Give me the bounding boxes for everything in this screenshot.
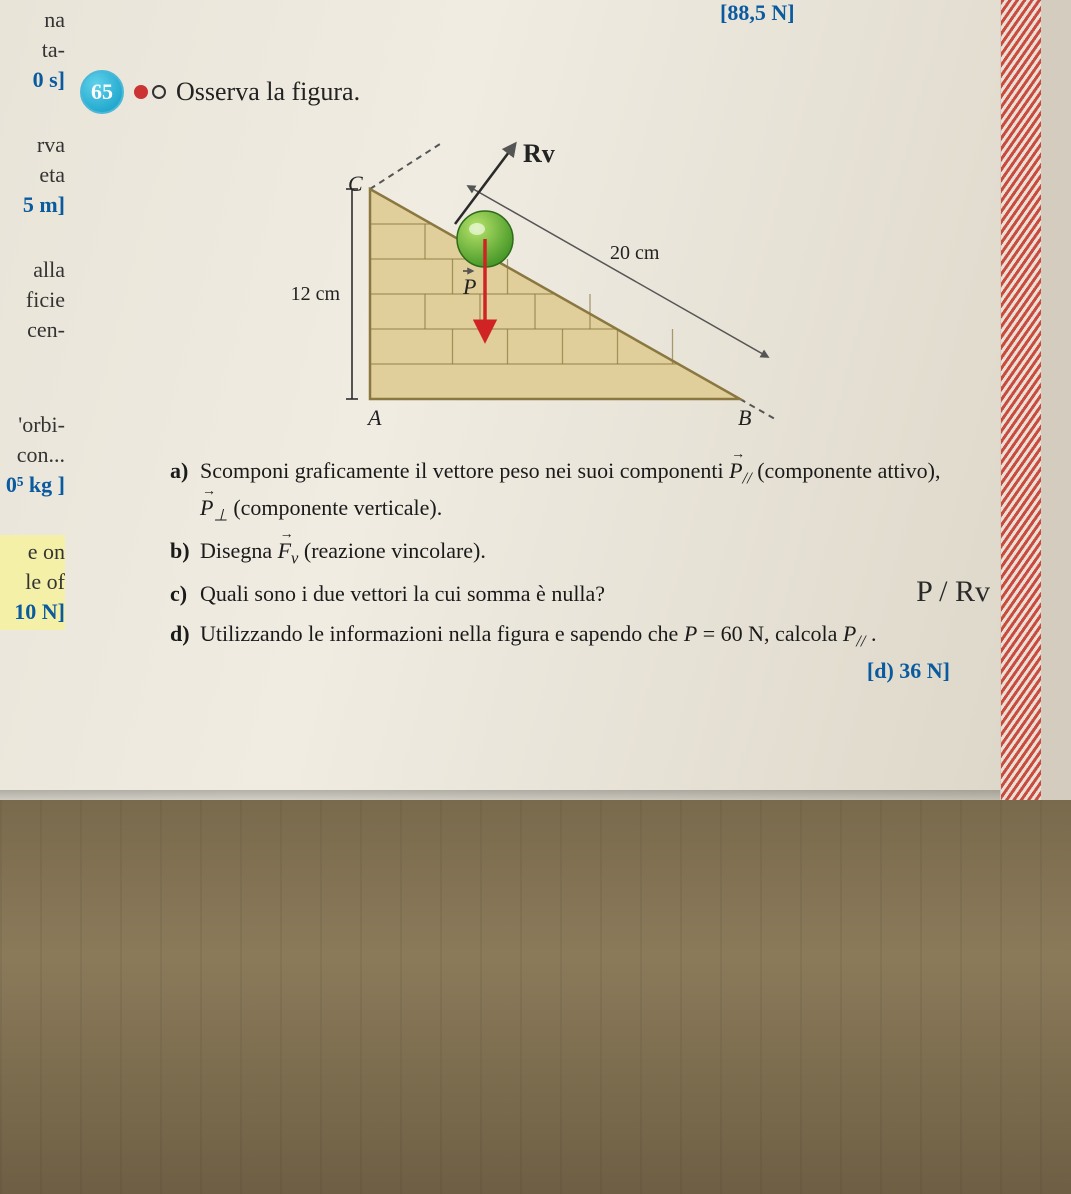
svg-text:P: P bbox=[462, 274, 476, 299]
book-binding bbox=[1001, 0, 1041, 800]
margin-fragment: ficie bbox=[0, 285, 65, 316]
exercise-header: 65 Osserva la figura. bbox=[80, 70, 960, 114]
text-span: Utilizzando le informazioni nella figura… bbox=[200, 621, 684, 646]
margin-fragment: 10 N] bbox=[0, 595, 65, 630]
var-P: P bbox=[684, 621, 697, 646]
text-span: Disegna bbox=[200, 538, 278, 563]
part-text: Utilizzando le informazioni nella figura… bbox=[200, 617, 960, 688]
part-text: Quali sono i due vettori la cui somma è … bbox=[200, 577, 960, 611]
svg-text:B: B bbox=[738, 405, 751, 429]
margin-fragment: 'orbi- bbox=[0, 410, 65, 441]
inclined-plane-figure: 12 cm 20 cm P Rv A B C bbox=[240, 129, 800, 429]
text-span: (componente verticale). bbox=[233, 495, 442, 520]
margin-fragment: na bbox=[0, 5, 65, 36]
part-text: Scomponi graficamente il vettore peso ne… bbox=[200, 454, 960, 528]
vector-P-parallel: P// bbox=[729, 458, 752, 483]
part-text: Disegna Fv (reazione vincolare). bbox=[200, 534, 960, 571]
handwritten-answer-c: P / Rv bbox=[916, 569, 990, 616]
margin-fragment: cen- bbox=[0, 315, 65, 346]
answer-d: [d) 36 N] bbox=[867, 654, 950, 688]
part-label: d) bbox=[170, 617, 200, 688]
part-label: c) bbox=[170, 577, 200, 611]
difficulty-dots bbox=[134, 85, 166, 99]
textbook-page: [88,5 N] nata-0 s] rvaeta5 m] allaficiecen… bbox=[0, 0, 1000, 800]
part-a: a) Scomponi graficamente il vettore peso… bbox=[170, 454, 960, 528]
difficulty-dot-open bbox=[152, 85, 166, 99]
margin-fragment: alla bbox=[0, 255, 65, 286]
exercise-number-badge: 65 bbox=[80, 70, 124, 114]
part-d: d) Utilizzando le informazioni nella fig… bbox=[170, 617, 960, 688]
margin-fragment: 0⁵ kg ] bbox=[0, 470, 65, 501]
part-label: b) bbox=[170, 534, 200, 571]
exercise-65: 65 Osserva la figura. 12 cm 20 cm P Rv A B C a… bbox=[80, 70, 960, 694]
svg-text:C: C bbox=[348, 171, 363, 196]
text-span: (reazione vincolare). bbox=[304, 538, 486, 563]
part-c: c) Quali sono i due vettori la cui somma… bbox=[170, 577, 960, 611]
margin-fragment: rva bbox=[0, 130, 65, 161]
desk-surface bbox=[0, 800, 1071, 1194]
margin-fragment: eta bbox=[0, 160, 65, 191]
margin-fragment: con... bbox=[0, 440, 65, 471]
svg-text:20 cm: 20 cm bbox=[610, 242, 660, 264]
difficulty-dot-filled bbox=[134, 85, 148, 99]
svg-text:12 cm: 12 cm bbox=[291, 283, 341, 305]
vector-P-perp: P⊥ bbox=[200, 495, 228, 520]
text-span: (componente attivo), bbox=[757, 458, 940, 483]
text-span: Scomponi graficamente il vettore peso ne… bbox=[200, 458, 729, 483]
previous-answer: [88,5 N] bbox=[720, 0, 795, 26]
exercise-title: Osserva la figura. bbox=[176, 77, 360, 107]
part-b: b) Disegna Fv (reazione vincolare). bbox=[170, 534, 960, 571]
svg-text:Rv: Rv bbox=[523, 139, 555, 168]
var-P-parallel: P// bbox=[843, 621, 866, 646]
svg-text:A: A bbox=[366, 405, 382, 429]
vector-Fv: Fv bbox=[278, 538, 299, 563]
part-label: a) bbox=[170, 454, 200, 528]
text-span: = 60 N, calcola bbox=[703, 621, 843, 646]
margin-fragment: 0 s] bbox=[0, 65, 65, 96]
margin-fragment: ta- bbox=[0, 35, 65, 66]
text-span: . bbox=[871, 621, 877, 646]
exercise-parts: a) Scomponi graficamente il vettore peso… bbox=[80, 454, 960, 688]
margin-fragment: 5 m] bbox=[0, 190, 65, 221]
